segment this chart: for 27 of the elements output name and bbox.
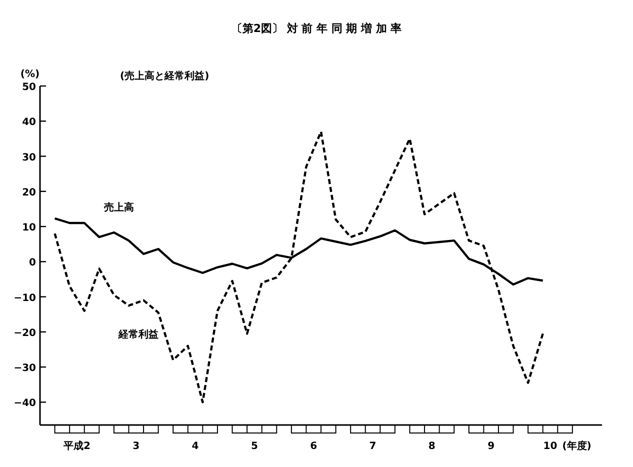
x-tick-label: 7	[369, 441, 376, 452]
line-series	[54, 130, 544, 404]
y-tick-label: 50	[22, 82, 36, 93]
series-label: 経常利益	[118, 328, 159, 341]
x-axis-title: (年度)	[562, 440, 592, 452]
x-tick-label: 8	[428, 441, 436, 452]
text: 売上高	[104, 201, 134, 214]
x-tick-label: 4	[192, 441, 199, 452]
x-tick-label: 5	[250, 441, 258, 452]
x-tick-label: 3	[132, 441, 140, 452]
y-tick-label: −10	[14, 292, 36, 304]
x-tick-label: 10	[543, 441, 558, 452]
y-tick-label: 40	[22, 117, 36, 128]
y-axis-title: (%)	[20, 69, 40, 80]
売上高: 売上高	[54, 202, 544, 286]
chart-title: 〔第2図〕 対 前 年 同 期 増 加 率	[231, 22, 402, 35]
y-tick-label: −40	[14, 398, 36, 410]
x-tick-label: 9	[488, 441, 495, 452]
y-tick-label: −20	[14, 328, 36, 339]
y-tick-label: −30	[14, 363, 36, 374]
x-tick-label: 6	[310, 441, 318, 452]
x-tick-label: 平成2	[62, 440, 90, 452]
y-tick-label: 30	[22, 152, 36, 164]
y-tick-label: 0	[29, 258, 36, 269]
y-tick-label: 10	[22, 222, 36, 234]
chart-subtitle: (売上高と経常利益)	[120, 70, 210, 82]
y-tick-label: 20	[22, 187, 36, 198]
